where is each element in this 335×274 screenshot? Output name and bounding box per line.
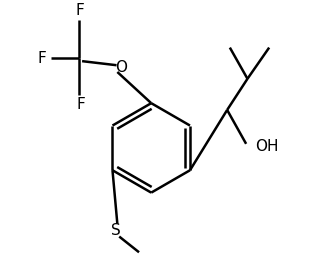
Text: F: F	[76, 97, 85, 112]
Text: F: F	[75, 4, 84, 18]
Text: F: F	[37, 51, 46, 66]
Text: S: S	[111, 223, 121, 238]
Text: O: O	[116, 61, 127, 75]
Text: OH: OH	[256, 139, 279, 154]
